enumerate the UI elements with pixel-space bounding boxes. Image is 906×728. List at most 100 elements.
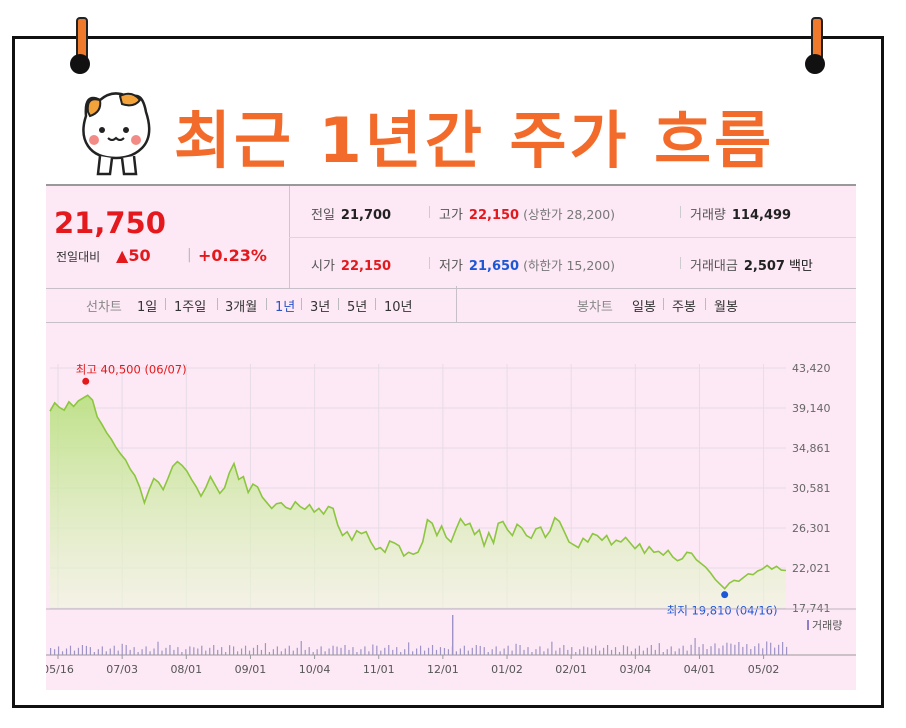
volume-bar [316, 649, 318, 655]
volume-bar [73, 650, 76, 655]
volume-bar [591, 648, 593, 655]
volume-bar [734, 644, 736, 655]
x-tick-label: 10/04 [299, 663, 331, 676]
x-tick-label: 07/03 [106, 663, 138, 676]
volume-bar [782, 642, 784, 655]
volume-bar [452, 615, 454, 655]
tab-monthly[interactable]: 월봉 [714, 300, 738, 315]
tab-weekly[interactable]: 주봉 [672, 300, 696, 315]
volume-bar [754, 646, 756, 655]
volume-bar [646, 647, 648, 655]
volume-bar [193, 647, 195, 655]
volume-bar [535, 649, 537, 655]
price-chart: 43,42039,14034,86130,58126,30122,02117,7… [46, 362, 856, 676]
price-box: 21,750 전일대비 ▲50 | +0.23% [46, 186, 290, 288]
volume-bar [523, 649, 525, 655]
volume-bar [400, 652, 402, 655]
tab-1d[interactable]: 1일 [137, 300, 158, 315]
volume-bar [153, 648, 155, 655]
volume-bar [412, 651, 414, 655]
hanger-hole-left [70, 54, 90, 74]
stock-panel: 21,750 전일대비 ▲50 | +0.23% 전일 21,700 고가 22,1… [46, 184, 856, 690]
volume-bar [471, 647, 473, 655]
volume-bar [423, 650, 426, 655]
volume-bar [360, 649, 362, 655]
tab-daily[interactable]: 일봉 [632, 300, 656, 315]
x-tick-label: 01/02 [491, 663, 523, 676]
prev-close: 전일 21,700 [311, 208, 392, 223]
volume-bar [618, 652, 621, 655]
price-line [49, 394, 787, 590]
volume-bar [583, 646, 585, 655]
current-price: 21,750 [54, 206, 166, 240]
volume-bar [201, 645, 203, 655]
volume-bar [774, 647, 776, 655]
volume-bar [483, 647, 485, 655]
volume-bar [630, 651, 633, 655]
volume-bar [511, 650, 513, 655]
volume-bar [515, 643, 517, 655]
volume-bar [380, 650, 382, 655]
volume-bar [587, 647, 589, 655]
tab-1w[interactable]: 1주일 [174, 300, 207, 315]
tab-1y[interactable]: 1년 [275, 300, 296, 315]
tab-separator [301, 298, 302, 310]
volume-bar [376, 645, 378, 655]
tab-3m[interactable]: 3개월 [225, 300, 258, 315]
price-area [50, 395, 786, 608]
change-value: ▲50 [116, 246, 151, 265]
y-tick-label: 30,581 [792, 482, 831, 495]
volume-bar [356, 652, 358, 655]
x-tick-label: 09/01 [235, 663, 267, 676]
volume-bar [61, 651, 64, 655]
volume-bar [308, 647, 310, 655]
tab-5y[interactable]: 5년 [347, 300, 368, 315]
volume-bar [137, 652, 139, 655]
tab-separator [663, 298, 664, 310]
volume-bar [157, 641, 159, 655]
volume-bar [487, 652, 489, 655]
volume-bar [439, 647, 442, 655]
volume-bar [527, 647, 529, 655]
volume-bar [392, 649, 394, 655]
tab-group-divider [456, 286, 457, 322]
volume-bar [766, 641, 768, 655]
volume-bar [551, 641, 553, 655]
volume-legend-swatch [807, 620, 809, 630]
tab-3y[interactable]: 3년 [310, 300, 331, 315]
max-annotation: 최고 40,500 (06/07) [76, 362, 187, 376]
change-label: 전일대비 [56, 250, 101, 264]
up-arrow-icon: ▲ [116, 246, 129, 265]
volume-bar [634, 648, 637, 655]
volume-bar [626, 646, 629, 655]
volume-bar [654, 649, 656, 655]
volume-bar [384, 647, 386, 655]
volume-bar [348, 649, 350, 655]
volume-bar [575, 652, 577, 655]
volume-bar [431, 645, 434, 655]
volume-bar [85, 645, 88, 655]
min-point-marker [721, 591, 729, 599]
volume-legend-label: 거래량 [812, 619, 842, 632]
volume-bar [606, 645, 609, 655]
x-tick-label: 05/16 [46, 663, 74, 676]
volume-bar [276, 646, 278, 655]
volume-bar [209, 647, 211, 655]
volume-bar [674, 651, 676, 655]
volume-bar [543, 651, 545, 655]
min-annotation: 최저 19,810 (04/16) [667, 604, 778, 618]
volume-bar [388, 645, 390, 655]
cat-mascot-icon [82, 92, 151, 176]
volume-bar [121, 643, 123, 655]
volume-bar [213, 645, 215, 655]
volume-bar [746, 644, 748, 655]
volume-bar [129, 649, 131, 655]
volume-bar [145, 646, 147, 655]
volume-bar [786, 646, 788, 655]
line-chart-label: 선차트 [86, 300, 122, 315]
volume-bar [240, 648, 243, 655]
tab-10y[interactable]: 10년 [384, 300, 413, 315]
cell-separator [429, 257, 430, 269]
volume-bar [726, 642, 728, 655]
volume-bar [491, 649, 493, 655]
